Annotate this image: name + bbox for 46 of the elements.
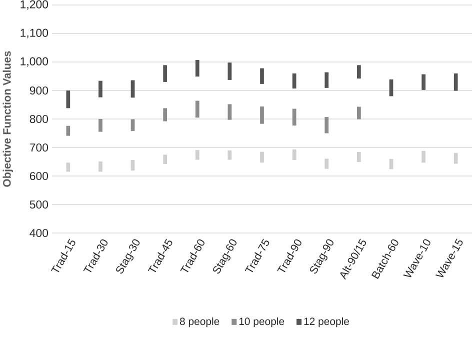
y-tick-label: 600 [30, 172, 48, 180]
bar [422, 150, 426, 163]
bar [66, 126, 70, 136]
y-axis-title: Objective Function Values [2, 51, 13, 187]
bar [356, 106, 361, 120]
y-tick-label: 1,100 [20, 28, 48, 38]
bar [195, 150, 200, 160]
y-tick-label: 700 [30, 143, 48, 152]
bar [356, 152, 361, 162]
bar [356, 65, 361, 79]
bar [163, 108, 168, 122]
bar [454, 73, 458, 91]
y-tick-label: 500 [30, 200, 48, 209]
bar [195, 60, 200, 77]
y-tick-label: 800 [30, 114, 48, 124]
bar [163, 154, 168, 164]
y-tick-label: 400 [30, 228, 48, 238]
bar [66, 162, 70, 172]
bar [98, 161, 102, 172]
bar [324, 72, 329, 88]
y-tick-label: 1,000 [20, 57, 48, 67]
bar [195, 100, 200, 118]
bar [324, 117, 329, 134]
legend-label: 12 people [304, 317, 349, 328]
bar [98, 80, 102, 98]
bar [130, 160, 135, 171]
bar [292, 108, 296, 126]
y-tick-label: 1,200 [20, 0, 48, 10]
bar [454, 152, 458, 164]
bar [228, 150, 232, 160]
bar [260, 106, 264, 124]
bar [422, 74, 426, 90]
bar [228, 104, 232, 120]
bar [163, 65, 168, 82]
bar [260, 68, 264, 84]
bar [292, 149, 296, 160]
bar [260, 152, 264, 163]
legend-label: 10 people [239, 317, 284, 328]
bar [292, 73, 296, 89]
bar [130, 80, 135, 98]
bar [324, 158, 329, 169]
bar [66, 90, 70, 108]
bar [98, 119, 102, 132]
y-tick-label: 900 [30, 86, 48, 95]
legend-label: 8 people [180, 317, 220, 328]
bar [228, 62, 232, 80]
